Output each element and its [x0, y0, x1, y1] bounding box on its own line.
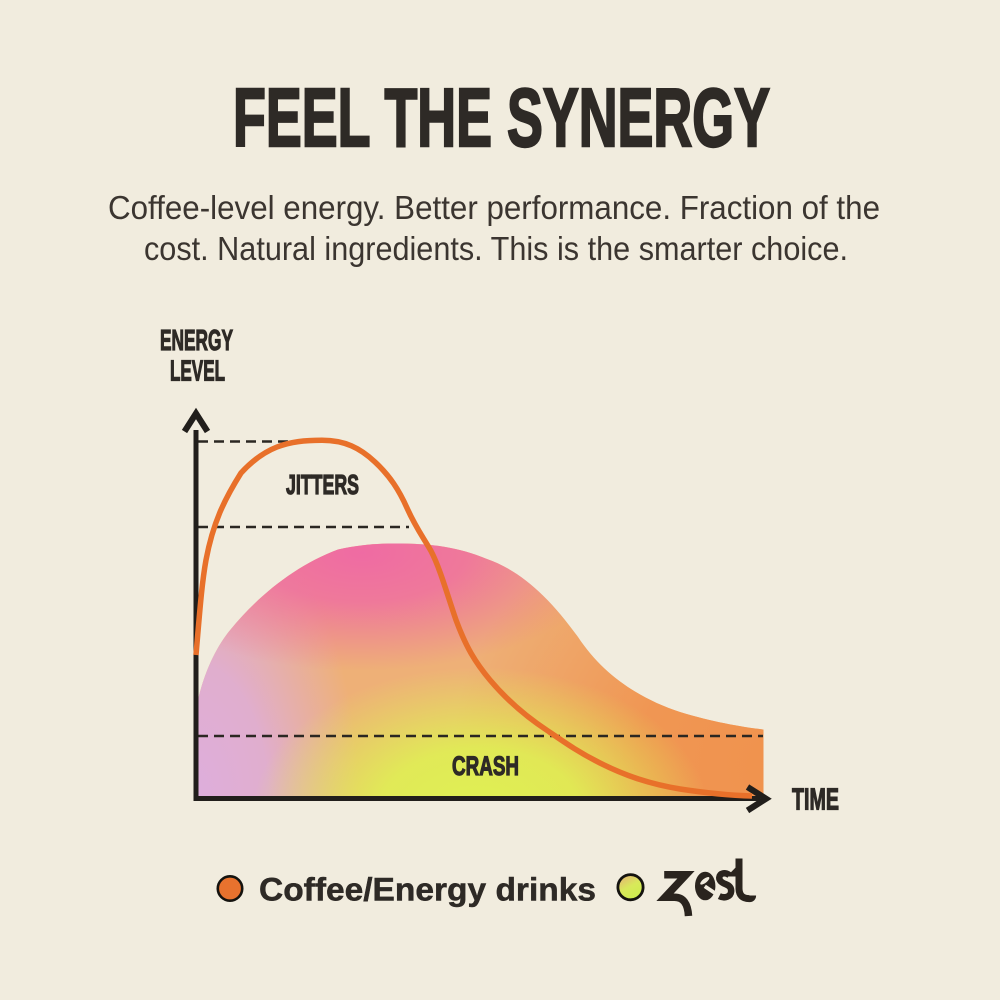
svg-text:JITTERS: JITTERS: [286, 469, 359, 500]
svg-text:cost. Natural ingredients. Thi: cost. Natural ingredients. This is the s…: [144, 230, 848, 267]
svg-text:Coffee-level energy. Better pe: Coffee-level energy. Better performance.…: [108, 189, 880, 226]
svg-text:ENERGY: ENERGY: [160, 325, 233, 357]
svg-text:FEEL THE SYNERGY: FEEL THE SYNERGY: [233, 72, 770, 164]
svg-text:TIME: TIME: [792, 783, 839, 817]
svg-text:LEVEL: LEVEL: [170, 356, 225, 388]
svg-text:CRASH: CRASH: [452, 751, 519, 781]
svg-text:Coffee/Energy drinks: Coffee/Energy drinks: [259, 872, 596, 908]
